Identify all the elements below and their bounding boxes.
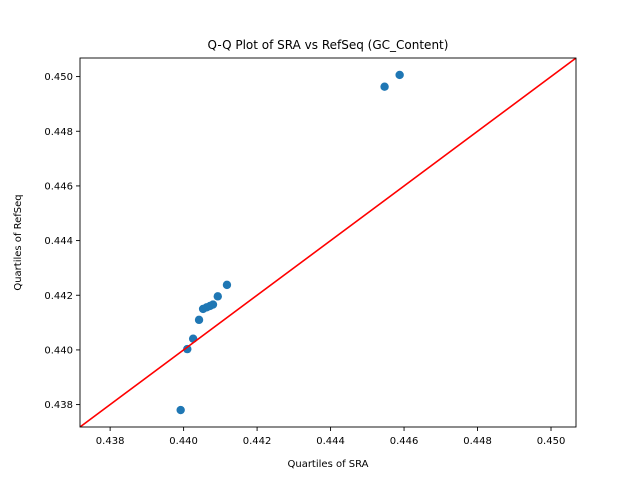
y-tick-label: 0.444 (44, 236, 73, 247)
data-point (222, 280, 232, 290)
x-tick-label: 0.450 (537, 436, 566, 447)
y-axis-label: Quartiles of RefSeq (13, 194, 24, 290)
x-axis-label: Quartiles of SRA (287, 459, 368, 470)
y-tick-label: 0.440 (44, 345, 73, 356)
x-tick-label: 0.438 (96, 436, 125, 447)
y-tick-label: 0.442 (44, 291, 73, 302)
y-tick-label: 0.438 (44, 400, 73, 411)
data-point (183, 344, 192, 354)
reference-line-group (80, 58, 576, 427)
plot-area: 0.438 0.440 0.442 0.444 0.446 0.448 0.450 0.438… (44, 57, 577, 447)
x-tick-label: 0.448 (463, 436, 492, 447)
chart-title: Q-Q Plot of SRA vs RefSeq (GC_Content) (208, 38, 449, 52)
data-point (188, 334, 198, 343)
y-tick-label: 0.450 (44, 72, 73, 83)
axes-frame (79, 57, 577, 428)
x-tick-label: 0.446 (390, 436, 419, 447)
x-tick-label: 0.444 (316, 436, 345, 447)
y-tick-label: 0.448 (44, 127, 73, 138)
reference-line (80, 58, 576, 427)
data-point (395, 70, 404, 80)
data-point (380, 82, 389, 91)
x-tick-label: 0.440 (169, 436, 198, 447)
data-point (213, 292, 222, 301)
data-point (208, 300, 218, 309)
y-tick-label: 0.446 (44, 181, 73, 192)
data-point (176, 405, 185, 415)
x-tick-label: 0.442 (243, 436, 272, 447)
data-point (194, 315, 204, 325)
data-points-group (176, 70, 404, 415)
